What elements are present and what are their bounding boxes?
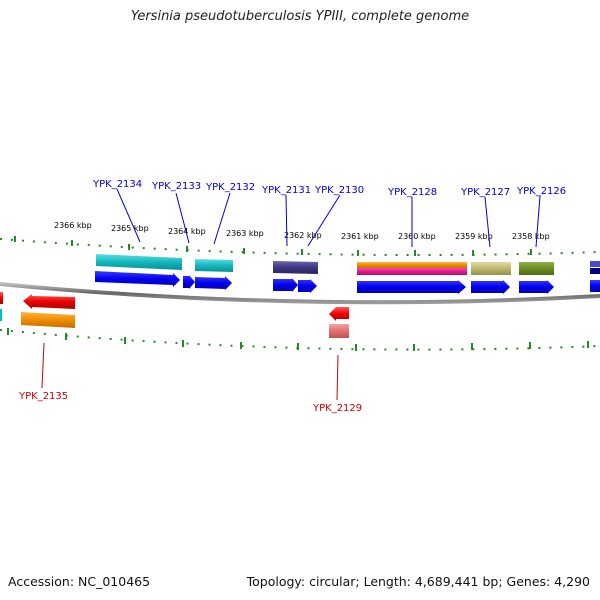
feature-bar-2132[interactable] <box>195 259 233 272</box>
leader-line-2131 <box>285 194 288 247</box>
leader-line-2135 <box>41 342 45 389</box>
gene-arrow-2127[interactable] <box>471 280 510 294</box>
gene-arrow-offscreen-left[interactable] <box>0 292 3 304</box>
kbp-label: 2365 kbp <box>111 224 149 233</box>
gene-label-2130[interactable]: YPK_2130 <box>314 185 364 196</box>
gene-label-2127[interactable]: YPK_2127 <box>460 187 510 198</box>
upper-tick-track <box>0 236 600 257</box>
leader-line-2127 <box>484 196 491 248</box>
leader-line-2132 <box>213 192 231 245</box>
kbp-label: 2362 kbp <box>284 231 322 240</box>
gene-arrow-2131[interactable] <box>273 278 298 292</box>
gene-label-2134[interactable]: YPK_2134 <box>92 179 142 190</box>
leader-line-2133 <box>175 192 190 244</box>
gene-label-2133[interactable]: YPK_2133 <box>151 181 201 192</box>
forward-leader-lines <box>116 188 541 248</box>
gene-label-2126[interactable]: YPK_2126 <box>516 186 566 197</box>
gene-arrow-2134[interactable] <box>95 271 180 287</box>
gene-arrow-2129[interactable] <box>329 307 349 321</box>
kbp-label: 2358 kbp <box>512 232 550 241</box>
gene-arrow-2130[interactable] <box>298 279 317 293</box>
lower-major-ticks <box>7 328 589 351</box>
gene-label-2131[interactable]: YPK_2131 <box>261 185 311 196</box>
upper-major-ticks <box>14 236 532 256</box>
leader-line-2126 <box>535 195 541 248</box>
accession-text: Accession: NC_010465 <box>8 574 151 589</box>
feature-bar-2131[interactable] <box>273 261 318 274</box>
kbp-label: 2364 kbp <box>168 227 206 236</box>
gene-arrow-2126[interactable] <box>519 280 554 294</box>
feature-bar-2128-top[interactable] <box>357 262 467 268</box>
reverse-gene-labels: YPK_2135 YPK_2129 <box>18 391 362 414</box>
genome-backbone <box>0 282 600 305</box>
reverse-leader-lines <box>41 342 339 401</box>
genome-title: Yersinia pseudotuberculosis YPIII, compl… <box>130 9 470 24</box>
kbp-label: 2366 kbp <box>54 221 92 230</box>
forward-gene-labels: YPK_2134 YPK_2133 YPK_2132 YPK_2131 YPK_… <box>92 179 566 198</box>
genome-summary-text: Topology: circular; Length: 4,689,441 bp… <box>246 574 590 589</box>
gene-arrow-2128[interactable] <box>357 280 466 294</box>
feature-bar-2129[interactable] <box>329 324 349 338</box>
feature-bar-offscreen-left[interactable] <box>0 309 2 321</box>
feature-bar-offscreen-right-2[interactable] <box>590 268 600 274</box>
kbp-label: 2361 kbp <box>341 232 379 241</box>
kbp-label: 2360 kbp <box>398 232 436 241</box>
leader-line-2134 <box>116 188 141 243</box>
gene-label-2128[interactable]: YPK_2128 <box>387 187 437 198</box>
feature-bar-2128-bottom[interactable] <box>357 268 467 275</box>
lower-tick-track <box>0 328 600 351</box>
feature-bar-2134[interactable] <box>96 254 182 270</box>
feature-bar-2126[interactable] <box>519 262 554 275</box>
kbp-label: 2359 kbp <box>455 232 493 241</box>
forward-gene-arrows <box>95 271 600 294</box>
gene-label-2132[interactable]: YPK_2132 <box>205 182 255 193</box>
leader-line-2130 <box>307 194 341 247</box>
gene-label-2135[interactable]: YPK_2135 <box>18 391 68 402</box>
reverse-genes <box>0 292 349 338</box>
gene-arrow-2133[interactable] <box>183 275 195 289</box>
gene-arrow-2132[interactable] <box>195 276 232 290</box>
gene-arrow-2135[interactable] <box>23 294 75 309</box>
kbp-label: 2363 kbp <box>226 229 264 238</box>
gene-label-2129[interactable]: YPK_2129 <box>312 403 362 414</box>
feature-bar-2127[interactable] <box>471 262 511 275</box>
feature-bar-offscreen-right[interactable] <box>590 261 600 267</box>
lower-tick-dots <box>0 329 600 351</box>
feature-bar-2135[interactable] <box>21 312 75 328</box>
forward-feature-bars <box>96 254 600 275</box>
gene-arrow-offscreen-right[interactable] <box>590 280 600 292</box>
upper-tick-dots <box>0 238 600 257</box>
kbp-labels: 2366 kbp 2365 kbp 2364 kbp 2363 kbp 2362… <box>54 221 550 241</box>
leader-line-2129 <box>336 354 339 401</box>
